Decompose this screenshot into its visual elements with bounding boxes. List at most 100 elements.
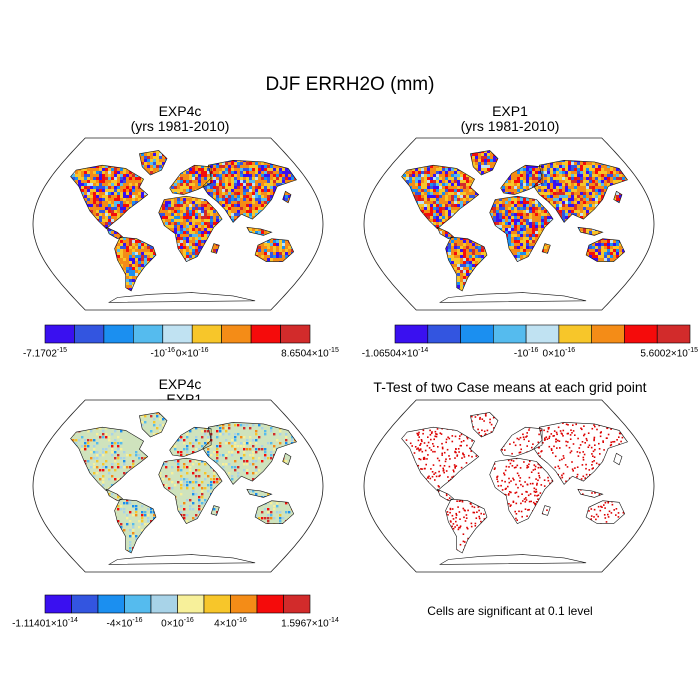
- field-cell: [168, 213, 172, 217]
- field-cell: [81, 192, 85, 196]
- field-cell: [258, 255, 262, 259]
- field-cell: [303, 141, 306, 144]
- field-cell: [309, 180, 312, 183]
- field-cell: [240, 174, 244, 178]
- field-cell: [246, 186, 250, 190]
- field-cell: [177, 246, 181, 250]
- field-cell: [171, 210, 175, 214]
- field-cell: [105, 186, 109, 190]
- field-cell: [180, 174, 184, 178]
- field-cell: [87, 183, 91, 187]
- field-cell: [291, 153, 295, 157]
- field-cell: [132, 192, 136, 196]
- field-cell: [195, 246, 199, 250]
- field-cell: [276, 165, 280, 169]
- field-cell: [117, 210, 121, 214]
- field-cell: [51, 279, 54, 282]
- field-cell: [174, 213, 178, 217]
- field-cell: [54, 138, 57, 141]
- field-cell: [294, 285, 297, 289]
- field-cell: [186, 219, 190, 223]
- field-cell: [93, 204, 97, 208]
- field-cell: [252, 201, 256, 205]
- field-cell: [33, 249, 36, 252]
- field-cell: [312, 147, 315, 150]
- field-cell: [264, 258, 268, 262]
- panel1-title-line2: (yrs 1981-2010): [130, 118, 230, 134]
- field-cell: [189, 225, 193, 229]
- field-cell: [132, 195, 136, 199]
- field-cell: [258, 168, 262, 172]
- field-cell: [249, 162, 253, 166]
- field-cell: [228, 174, 232, 178]
- field-cell: [228, 204, 232, 208]
- field-cell: [249, 180, 253, 184]
- field-cell: [111, 168, 115, 172]
- field-cell: [186, 174, 190, 178]
- field-cell: [291, 288, 295, 291]
- field-cell: [105, 171, 109, 175]
- field-cell: [117, 234, 121, 238]
- field-cell: [33, 291, 36, 294]
- field-cell: [96, 168, 100, 172]
- field-cell: [279, 183, 283, 187]
- field-cell: [99, 192, 103, 196]
- field-cell: [132, 201, 136, 205]
- field-cell: [309, 279, 312, 282]
- field-cell: [231, 186, 235, 190]
- field-cell: [321, 258, 324, 261]
- field-cell: [162, 219, 166, 223]
- field-cell: [114, 213, 118, 217]
- field-cell: [195, 231, 199, 235]
- field-cell: [276, 255, 280, 259]
- field-cell: [132, 189, 136, 193]
- field-cell: [201, 225, 205, 229]
- field-cell: [96, 174, 100, 178]
- field-cell: [102, 207, 106, 211]
- field-cell: [213, 171, 217, 175]
- field-cell: [315, 270, 318, 273]
- field-cell: [210, 222, 214, 226]
- field-cell: [186, 183, 190, 187]
- field-cell: [240, 168, 244, 172]
- field-cell: [99, 198, 103, 202]
- field-cell: [249, 183, 253, 187]
- panel1-title: EXP4c (yrs 1981-2010): [40, 104, 320, 134]
- field-cell: [48, 138, 51, 141]
- field-cell: [144, 156, 148, 160]
- field-cell: [177, 210, 181, 214]
- field-cell: [90, 183, 94, 187]
- field-cell: [132, 180, 136, 184]
- field-cell: [303, 159, 306, 162]
- field-cell: [54, 282, 57, 285]
- field-cell: [318, 147, 321, 150]
- field-cell: [261, 174, 265, 178]
- field-cell: [255, 168, 259, 172]
- field-cell: [201, 198, 205, 202]
- field-cell: [123, 255, 127, 259]
- field-cell: [216, 219, 220, 223]
- field-cell: [276, 171, 280, 175]
- field-cell: [246, 213, 250, 217]
- field-cell: [141, 261, 145, 265]
- field-cell: [159, 156, 163, 160]
- field-cell: [297, 138, 300, 141]
- field-cell: [288, 177, 292, 181]
- field-cell: [36, 183, 39, 186]
- field-cell: [264, 243, 268, 247]
- field-cell: [192, 255, 196, 259]
- field-cell: [159, 210, 163, 214]
- field-cell: [246, 180, 250, 184]
- field-cell: [93, 186, 97, 190]
- field-cell: [279, 141, 282, 144]
- field-cell: [39, 186, 42, 189]
- field-cell: [189, 168, 193, 172]
- field-cell: [300, 159, 303, 162]
- field-cell: [36, 255, 39, 258]
- field-cell: [180, 231, 184, 235]
- field-cell: [219, 177, 223, 181]
- field-cell: [291, 150, 295, 154]
- field-cell: [201, 213, 205, 217]
- field-cell: [237, 204, 241, 208]
- field-cell: [48, 282, 51, 285]
